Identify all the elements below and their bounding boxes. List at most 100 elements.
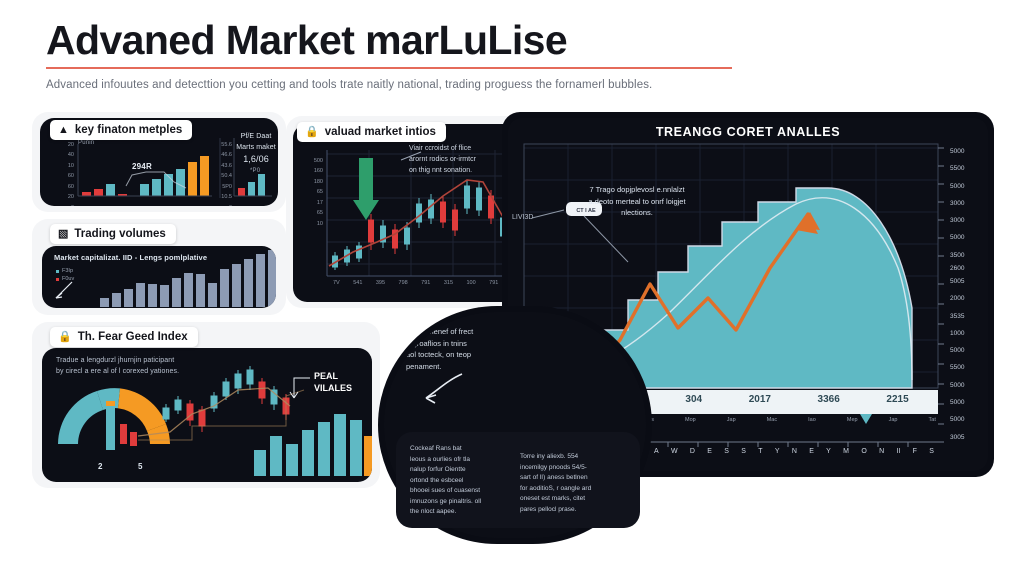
main-panel-title: TREANGG CORET ANALLES (655, 125, 841, 139)
legend-label: F3Ip (62, 268, 74, 274)
key-metrics-badge[interactable]: ▲ key finaton metples (50, 120, 193, 140)
letter-tick: M (843, 448, 849, 455)
page-header: Advaned Market marLuLise Advanced infouu… (46, 18, 766, 91)
bubble-line: for aoditioS, r oangle ard (520, 484, 592, 492)
letter-tick: W (670, 448, 678, 455)
title-underline (46, 67, 732, 70)
axis-tick: 5000 (950, 416, 965, 424)
axis-tick: 17 (316, 199, 323, 206)
band-value: 2215 (886, 394, 909, 405)
letter-tick: Y (826, 448, 831, 455)
main-panel-annotation: 7 Trago dopjplevosl e.nnlalzt a.deoto me… (574, 184, 700, 219)
gauge-label-right: 5 (138, 462, 143, 471)
annotation-line: arornt rodics or-irmtcr (409, 155, 476, 163)
axis-tick: 5P0 (222, 183, 232, 190)
annotation-line: VILALES (314, 383, 353, 394)
bubble-line: Torre iny aliexb. 554 (520, 453, 579, 460)
gauge-label-left: 2 (98, 462, 103, 471)
axis-tick: 5000 (950, 182, 965, 190)
page-subtitle: Advanced infouutes and detecttion you ce… (46, 79, 653, 92)
valuation-card[interactable]: 500 160 180 65 17 65 10 7V 541 395 798 7… (293, 124, 525, 302)
axis-tick: 7V (333, 280, 340, 286)
axis-tick: 3500 (950, 251, 965, 259)
axis-tick: 5000 (950, 381, 965, 389)
warning-triangle-icon: ▲ (58, 123, 69, 136)
legend-item: F0uv (56, 276, 74, 282)
axis-tick: 3005 (950, 433, 965, 441)
axis-tick: 60 (67, 183, 74, 190)
trading-volumes-chart-title: Market capitalizat. IID - Lengs pomlplat… (54, 253, 208, 262)
letter-tick: O (861, 448, 867, 455)
curved-arrow-left-icon (425, 373, 463, 404)
axis-tick: 65 (316, 210, 323, 217)
fear-greed-card[interactable]: Tradue a lengdurzl jhurnjin paticipant b… (42, 348, 372, 482)
axis-tick: 160 (313, 168, 323, 175)
axis-tick: 20 (67, 194, 74, 201)
legend-label: F0uv (62, 276, 75, 282)
lock-icon: 🔒 (305, 125, 319, 138)
letter-tick: E (809, 448, 814, 455)
axis-tick: 5000 (950, 234, 965, 242)
letter-tick: S (724, 448, 729, 455)
axis-tick: 791 (489, 280, 499, 286)
fear-greed-annotation: PEAL VILALES (314, 370, 352, 394)
axis-tick: 2000 (950, 295, 965, 303)
bubble-line: pares pellocl prase. (520, 505, 577, 513)
letter-tick: S (929, 448, 934, 455)
insight-bubble-body[interactable]: Cockeaf Rans bat leous a ourlies ofr tla… (396, 432, 640, 528)
pe-sub-y-axis: 55.6 46.6 43.6 50.4 5P0 10.5 0 (200, 140, 232, 206)
main-panel-tooltip[interactable]: CT I AE (576, 208, 596, 214)
trading-volumes-badge[interactable]: ▧ Trading volumes (50, 224, 176, 244)
band-value: 304 (685, 394, 703, 405)
axis-tick: 1000 (950, 329, 965, 337)
annotation-line: Viair ccroidst of flice (409, 145, 472, 152)
key-metrics-callout: 294R (132, 162, 152, 171)
axis-tick: 5500 (950, 165, 965, 173)
axis-tick: 798 (398, 280, 408, 286)
letter-tick: S (741, 448, 746, 455)
callout-line: regroaflios in tnins (406, 338, 467, 348)
valuation-y-axis: 500 160 180 65 17 65 10 (293, 156, 323, 229)
key-metrics-y-axis: 20 40 10 60 60 20 0 (44, 140, 74, 206)
bubble-line: incemilgy pnoods 54/5- (520, 463, 587, 471)
trading-volumes-badge-label: Trading volumes (74, 228, 166, 240)
annotation-line: 7 Trago dopjplevosl e.nnlalzt (589, 185, 685, 194)
bubble-line: Cockeaf Rans bat (410, 445, 462, 452)
bubble-line: leous a ourlies ofr tla (410, 455, 470, 463)
callout-line: aol tocteck, on teop (406, 350, 472, 360)
pe-sub-title: Pf/E Daat Marts maket 1,6/06 (232, 132, 278, 167)
valuation-annotation: Viair ccroidst of flice arornt rodics or… (409, 144, 517, 177)
valuation-badge[interactable]: 🔒 valuad market intios (297, 122, 446, 142)
axis-tick: 5500 (950, 364, 965, 372)
axis-tick: 3000 (950, 199, 965, 207)
pe-line: Marts maket (236, 143, 276, 151)
axis-tick: 46.6 (221, 152, 232, 159)
letter-tick: A (654, 448, 659, 455)
letter-tick: T (758, 448, 763, 455)
bubble-line: sart of lI) aness betlnen (520, 474, 588, 482)
valuation-badge-label: valuad market intios (324, 126, 436, 138)
axis-tick: 180 (313, 178, 323, 185)
axis-tick: 50.4 (221, 173, 232, 180)
fear-greed-badge[interactable]: 🔒 Th. Fear Geed Index (50, 327, 198, 347)
axis-tick: 5000 (950, 399, 965, 407)
axis-tick: 5005 (950, 278, 965, 286)
axis-tick: 10 (67, 162, 74, 169)
letter-tick: II (896, 448, 901, 455)
valuation-x-axis: 7V 541 395 798 791 315 100 791 191 (333, 280, 521, 286)
axis-tick: 500 (313, 158, 323, 164)
main-panel-tooltip-side-label: LIVI3D (512, 214, 534, 221)
bubble-column-right: Torre iny aliexb. 554 incemilgy pnoods 5… (520, 452, 632, 515)
axis-tick: Iao (808, 417, 816, 423)
letter-tick: N (791, 448, 797, 455)
axis-tick: 43.6 (221, 162, 232, 169)
bubble-line: ortond the esbceel (410, 476, 464, 484)
pe-value: 1,6/06 (243, 154, 269, 164)
axis-tick: Mep (846, 417, 858, 423)
axis-tick: 0 (200, 203, 232, 206)
bubble-line: the nloct aapee. (410, 508, 457, 516)
trading-volumes-card[interactable]: Market capitalizat. IID - Lengs pomlplat… (42, 246, 276, 308)
axis-tick: Tat (928, 417, 936, 423)
axis-tick: 3000 (950, 217, 965, 225)
